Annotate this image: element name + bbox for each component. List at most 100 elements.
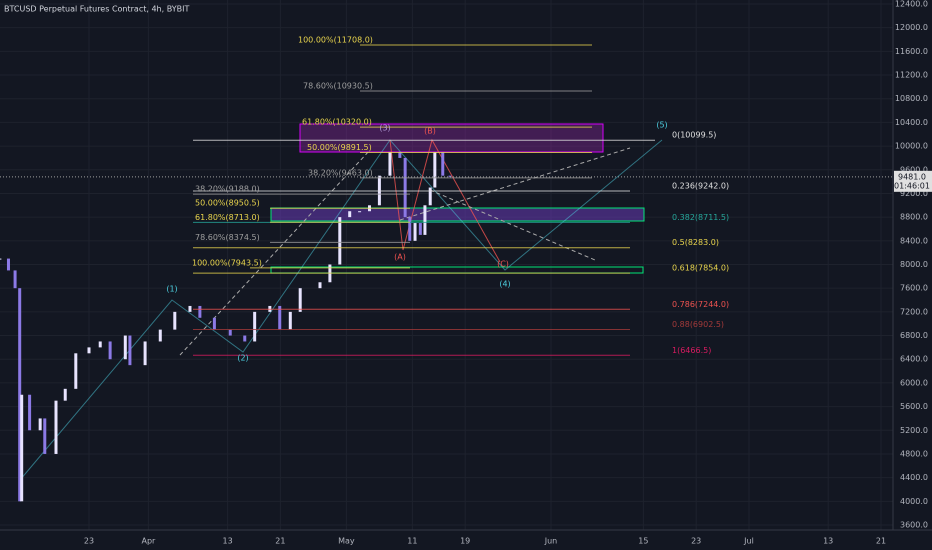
fib-label: 38.20%(9188.0)	[195, 185, 260, 194]
x-tick-label: Jun	[544, 537, 558, 546]
candle	[18, 288, 22, 502]
fib-label: 100.00%(7943.5)	[192, 258, 262, 267]
wave-label: (4)	[499, 280, 510, 289]
x-tick-label: 15	[638, 537, 648, 546]
candle	[413, 223, 417, 241]
candle	[54, 400, 58, 454]
y-tick-label: 5600.0	[900, 402, 928, 411]
fib-label: 0.5(8283.0)	[672, 238, 719, 247]
candle	[348, 211, 352, 218]
y-tick-label: 5200.0	[900, 426, 928, 435]
wave-path	[19, 139, 663, 481]
candle	[43, 418, 47, 454]
candle	[253, 311, 257, 342]
candle	[298, 288, 302, 312]
fib-levels: 0(10099.5) 0.236(9242.0) 0.382(8711.5) 0.5(…	[166, 35, 729, 362]
x-tick-label: 21	[876, 537, 886, 546]
y-tick-label: 4800.0	[900, 449, 928, 458]
wave-label: (B)	[424, 127, 436, 136]
candle	[288, 311, 292, 330]
fib-label: 61.80%(8713.0)	[195, 213, 260, 222]
fib-label: 100.00%(11708.0)	[298, 35, 373, 44]
candle	[243, 335, 247, 342]
y-tick-label: 12400.0	[895, 0, 928, 9]
candle	[128, 335, 132, 366]
price-axis	[893, 0, 932, 550]
fib-label: 0.618(7854.0)	[672, 264, 729, 273]
chart-title: BTCUSD Perpetual Futures Contract, 4h, B…	[4, 5, 189, 14]
x-tick-label: 23	[691, 537, 701, 546]
candle	[28, 394, 32, 431]
x-tick-label: 13	[823, 537, 833, 546]
y-tick-label: 4400.0	[900, 473, 928, 482]
fib-label: 0.382(8711.5)	[672, 213, 729, 222]
y-tick-label: 8400.0	[900, 236, 928, 245]
candle	[358, 211, 362, 213]
candle	[408, 217, 412, 241]
candle	[388, 152, 392, 176]
price-tag-bg	[894, 170, 932, 192]
fib-label: 78.60%(10930.5)	[303, 82, 373, 91]
y-tick-label: 10400.0	[895, 118, 928, 127]
y-tick-label: 6400.0	[900, 355, 928, 364]
candle	[278, 305, 282, 330]
x-tick-label: 11	[407, 537, 417, 546]
candle	[108, 341, 112, 360]
candle	[198, 305, 202, 318]
y-tick-label: 8000.0	[900, 260, 928, 269]
candles	[0, 152, 452, 502]
y-tick-label: 10000.0	[895, 142, 928, 151]
fib-label: 0.88(6902.5)	[672, 320, 724, 329]
candle	[13, 270, 17, 289]
candle	[428, 187, 432, 206]
x-tick-label: Jul	[743, 537, 754, 546]
wave-label: (2)	[237, 354, 248, 363]
x-tick-label: May	[338, 537, 355, 546]
candle	[173, 311, 177, 330]
y-tick-label: 3600.0	[900, 521, 928, 530]
fib-label: 50.00%(9891.5)	[307, 143, 372, 152]
zone-box	[299, 123, 604, 153]
candle	[448, 175, 452, 177]
channel	[429, 189, 596, 261]
fib-label: 1(6466.5)	[672, 346, 711, 355]
x-tick-label: 23	[84, 537, 94, 546]
y-tick-label: 7200.0	[900, 307, 928, 316]
x-tick-label: 13	[223, 537, 233, 546]
y-tick-label: 11600.0	[895, 47, 928, 56]
fib-label: 50.00%(8950.5)	[195, 199, 260, 208]
candle	[123, 335, 127, 360]
y-tick-label: 4000.0	[900, 497, 928, 506]
wave-path	[389, 138, 501, 263]
candle	[403, 157, 407, 218]
candle	[143, 341, 147, 366]
fib-label: 0.786(7244.0)	[672, 300, 729, 309]
y-tick-label: 11200.0	[895, 71, 928, 80]
candle	[87, 347, 91, 354]
y-tick-label: 10800.0	[895, 94, 928, 103]
fib-label: 0.236(9242.0)	[672, 181, 729, 190]
candle	[423, 205, 427, 235]
candle	[338, 217, 342, 265]
countdown: 01:46:01	[894, 181, 930, 190]
channel	[399, 147, 631, 221]
fib-label: 38.20%(9463.0)	[308, 168, 373, 177]
fib-label: 78.60%(8374.5)	[195, 233, 260, 242]
channel	[179, 149, 371, 356]
candle	[318, 282, 322, 289]
x-tick-label: 19	[460, 537, 470, 546]
price-tag: 9481.0	[898, 172, 926, 181]
x-tick-label: Apr	[141, 537, 156, 546]
wave-label: (C)	[497, 260, 509, 269]
candle	[441, 152, 445, 176]
candle	[98, 341, 102, 348]
candle	[20, 394, 24, 502]
candle	[212, 317, 216, 330]
candle	[188, 305, 192, 312]
candle	[398, 152, 402, 158]
wave-label: (3)	[379, 124, 390, 133]
wave-label: (5)	[656, 121, 667, 130]
candle	[418, 223, 422, 235]
